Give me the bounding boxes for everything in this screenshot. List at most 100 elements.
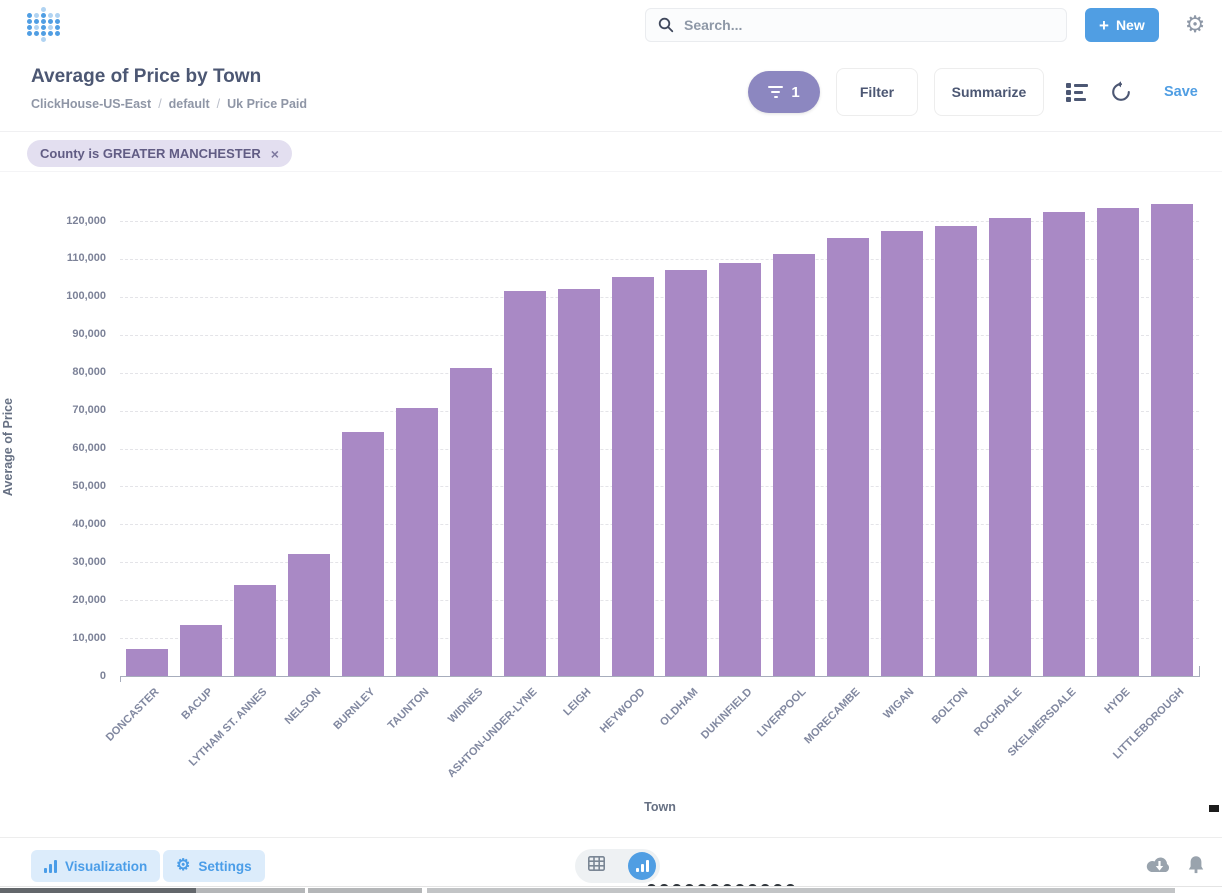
filter-count: 1	[791, 83, 800, 101]
gridline	[120, 258, 1199, 260]
gear-icon[interactable]: ⚙	[1184, 11, 1206, 37]
search-input[interactable]: Search...	[645, 8, 1067, 42]
breadcrumb-table[interactable]: Uk Price Paid	[227, 97, 308, 111]
y-tick-label: 110,000	[66, 252, 106, 265]
bar-leigh[interactable]	[557, 289, 600, 676]
summarize-button-label: Summarize	[951, 84, 1027, 100]
y-tick-label: 50,000	[72, 479, 106, 492]
gridline	[120, 410, 1199, 412]
plus-icon: +	[1099, 15, 1109, 35]
breadcrumb-separator: /	[216, 97, 221, 111]
y-tick-label: 0	[99, 669, 106, 682]
bar-burnley[interactable]	[341, 432, 384, 676]
x-axis-line	[120, 676, 1200, 677]
gridline	[120, 600, 1199, 602]
filter-chip[interactable]: County is GREATER MANCHESTER ×	[27, 140, 292, 167]
filter-chip-label: County is GREATER MANCHESTER	[40, 146, 261, 161]
bar-skelmersdale[interactable]	[1043, 211, 1086, 676]
search-placeholder: Search...	[684, 17, 743, 33]
settings-button[interactable]: ⚙ Settings	[163, 850, 265, 882]
chart-view-icon[interactable]	[628, 852, 656, 880]
bar-littleborough[interactable]	[1151, 204, 1194, 676]
bar-heywood[interactable]	[611, 276, 654, 676]
scrollbar-track[interactable]	[427, 888, 1175, 893]
gridline	[120, 221, 1199, 222]
view-footer: Visualization ⚙ Settings	[0, 837, 1222, 886]
y-tick-label: 100,000	[66, 290, 106, 303]
bar-bacup[interactable]	[179, 624, 222, 676]
y-tick-label: 120,000	[66, 214, 106, 227]
bar-dukinfield[interactable]	[719, 263, 762, 676]
axis-end-tick	[1199, 666, 1200, 676]
new-button-label: New	[1115, 17, 1145, 33]
refresh-icon[interactable]	[1110, 81, 1132, 103]
gridline	[120, 562, 1199, 564]
bar-hyde[interactable]	[1097, 208, 1140, 676]
new-button[interactable]: + New	[1085, 8, 1159, 42]
y-tick-label: 60,000	[72, 442, 106, 454]
gridline	[120, 296, 1199, 298]
gridline	[120, 334, 1199, 336]
y-axis-title: Average of Price	[1, 397, 15, 497]
bar-lytham-st-annes[interactable]	[233, 584, 276, 676]
scrollbar-thumb[interactable]	[0, 888, 196, 893]
y-tick-label: 40,000	[72, 517, 106, 530]
y-tick-label: 30,000	[72, 555, 106, 568]
app-header: Search... + New ⚙	[0, 0, 1222, 50]
filter-button-label: Filter	[859, 84, 895, 100]
gridline	[120, 638, 1199, 640]
axis-end-tick	[120, 676, 121, 682]
y-tick-label: 10,000	[72, 631, 106, 644]
filter-button[interactable]: Filter	[836, 68, 918, 116]
notebook-editor-icon[interactable]	[1066, 82, 1088, 102]
settings-button-label: Settings	[198, 858, 252, 874]
filter-count-pill[interactable]: 1	[748, 71, 820, 113]
bar-chart: Average of Price Town 0 10,000 20,000 30,00…	[0, 172, 1222, 837]
table-view-icon[interactable]	[588, 856, 605, 876]
y-tick-label: 90,000	[72, 328, 106, 341]
view-toggle	[575, 849, 660, 883]
bar-rochdale[interactable]	[989, 218, 1032, 676]
breadcrumb-database[interactable]: ClickHouse-US-East	[31, 97, 152, 111]
gridline	[120, 448, 1199, 450]
bar-liverpool[interactable]	[773, 253, 816, 676]
download-icon[interactable]	[1146, 855, 1172, 880]
visualization-button[interactable]: Visualization	[31, 850, 161, 882]
filter-funnel-icon	[768, 85, 784, 99]
save-button[interactable]: Save	[1164, 84, 1198, 100]
bar-morecambe[interactable]	[827, 238, 870, 676]
search-icon	[658, 17, 674, 33]
bar-nelson[interactable]	[287, 554, 330, 676]
bar-oldham[interactable]	[665, 270, 708, 676]
bar-chart-icon	[44, 859, 57, 873]
filter-bar: County is GREATER MANCHESTER ×	[0, 131, 1222, 172]
bar-bolton[interactable]	[935, 225, 978, 676]
metabase-logo[interactable]	[27, 7, 61, 43]
bar-ashton-under-lyne[interactable]	[503, 291, 546, 676]
breadcrumb-schema[interactable]: default	[168, 97, 210, 111]
bell-icon[interactable]	[1187, 855, 1205, 880]
breadcrumb-separator: /	[158, 97, 162, 111]
gridline	[120, 524, 1199, 526]
bar-wigan[interactable]	[881, 231, 924, 676]
visualization-button-label: Visualization	[65, 858, 148, 874]
horizontal-scrollbar	[0, 886, 1222, 893]
scrollbar-track[interactable]	[196, 888, 305, 893]
gridline	[120, 372, 1199, 374]
gear-icon: ⚙	[176, 857, 191, 874]
summarize-button[interactable]: Summarize	[934, 68, 1044, 116]
y-tick-label: 70,000	[72, 404, 106, 417]
gridline	[120, 486, 1199, 488]
bar-taunton[interactable]	[395, 407, 438, 676]
y-tick-label: 20,000	[72, 593, 106, 606]
bar-widnes[interactable]	[449, 367, 492, 676]
y-tick-label: 80,000	[72, 366, 106, 379]
scrollbar-track[interactable]	[308, 888, 422, 893]
close-icon[interactable]: ×	[270, 145, 279, 162]
x-axis-title: Town	[644, 800, 676, 814]
bar-doncaster[interactable]	[125, 649, 168, 676]
viewport-artifact	[1209, 805, 1219, 812]
breadcrumb: ClickHouse-US-East / default / Uk Price Paid	[31, 97, 307, 111]
page-title: Average of Price by Town	[31, 66, 262, 87]
